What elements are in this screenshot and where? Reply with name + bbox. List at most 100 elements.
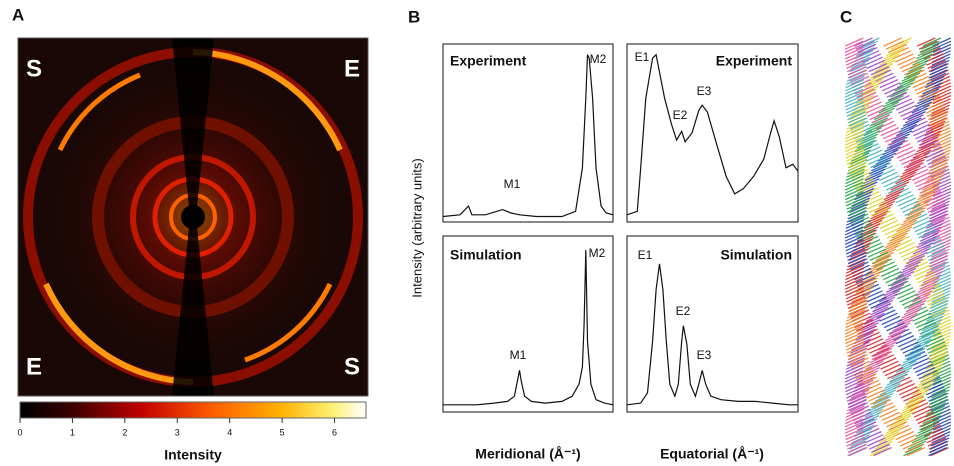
strand (919, 373, 939, 383)
strand (850, 107, 869, 117)
strand (880, 267, 900, 277)
strand (917, 181, 937, 191)
strand (928, 63, 947, 73)
strand (907, 111, 926, 121)
strand (899, 405, 919, 415)
strand (921, 370, 940, 380)
strand (860, 415, 880, 425)
strand (883, 287, 903, 297)
strand (845, 98, 864, 108)
strand (844, 136, 864, 146)
strand (844, 232, 864, 242)
strand (845, 335, 864, 345)
strand (881, 383, 901, 393)
strand (869, 111, 888, 121)
strand (894, 82, 914, 92)
x-axis-label: Equatorial (Å⁻¹) (660, 446, 764, 462)
strand (896, 315, 916, 325)
strand (931, 357, 950, 367)
strand (867, 213, 887, 223)
strand (932, 88, 952, 98)
strand (931, 197, 951, 207)
strand (873, 111, 893, 121)
strand (931, 245, 951, 255)
strand (932, 184, 952, 194)
strand (845, 271, 864, 281)
strand (865, 360, 884, 370)
strand (896, 383, 916, 393)
fibril-structure (844, 37, 952, 457)
strand (931, 431, 951, 441)
strand (845, 37, 864, 47)
strand (899, 200, 919, 210)
strand (926, 341, 946, 351)
strand (846, 248, 866, 258)
strand (919, 43, 939, 53)
strand (930, 72, 950, 82)
strand (845, 223, 864, 233)
strand (900, 248, 920, 258)
strand (905, 303, 925, 313)
peak-label: E3 (697, 348, 712, 362)
strand (923, 287, 943, 297)
strand (866, 293, 885, 303)
strand (846, 261, 865, 271)
strand (914, 363, 934, 373)
strand (848, 351, 867, 361)
strand (880, 338, 900, 348)
strand (846, 59, 865, 69)
strand (844, 226, 864, 236)
strand (874, 63, 894, 73)
strand (922, 367, 942, 377)
strand (864, 408, 884, 418)
strand (883, 415, 903, 425)
line-series (626, 53, 799, 216)
strand (918, 235, 937, 245)
strand (847, 354, 866, 364)
strand (846, 107, 865, 117)
strand (860, 85, 879, 95)
strand (895, 363, 915, 373)
strand (846, 63, 866, 73)
strand (917, 322, 937, 332)
strand (850, 200, 869, 210)
strand (914, 146, 934, 156)
strand (846, 203, 866, 213)
strand (931, 104, 950, 114)
strand (921, 235, 941, 245)
strand (868, 72, 887, 82)
strand (884, 226, 904, 236)
strand (844, 91, 864, 101)
strand (932, 47, 952, 57)
strand (908, 392, 927, 402)
strand (915, 50, 935, 60)
strand (878, 341, 897, 351)
strand (854, 226, 874, 236)
strand (915, 411, 935, 421)
strand (913, 175, 933, 185)
strand (900, 107, 920, 117)
strand (886, 47, 905, 57)
strand (912, 219, 932, 229)
strand (928, 111, 947, 121)
strand (845, 53, 864, 63)
strand (868, 165, 888, 175)
strand (901, 402, 921, 412)
strand (930, 251, 950, 261)
strand (925, 431, 944, 441)
strand (932, 376, 952, 386)
strand (849, 165, 868, 175)
strand (930, 261, 950, 271)
strand (893, 274, 912, 284)
strand (875, 120, 895, 130)
strand (928, 306, 947, 316)
strand (844, 187, 864, 197)
strand (925, 175, 944, 185)
strand (867, 341, 886, 351)
strand (911, 341, 930, 351)
strand (902, 117, 922, 127)
strand (929, 66, 948, 76)
strand (844, 143, 864, 153)
strand (845, 267, 864, 277)
